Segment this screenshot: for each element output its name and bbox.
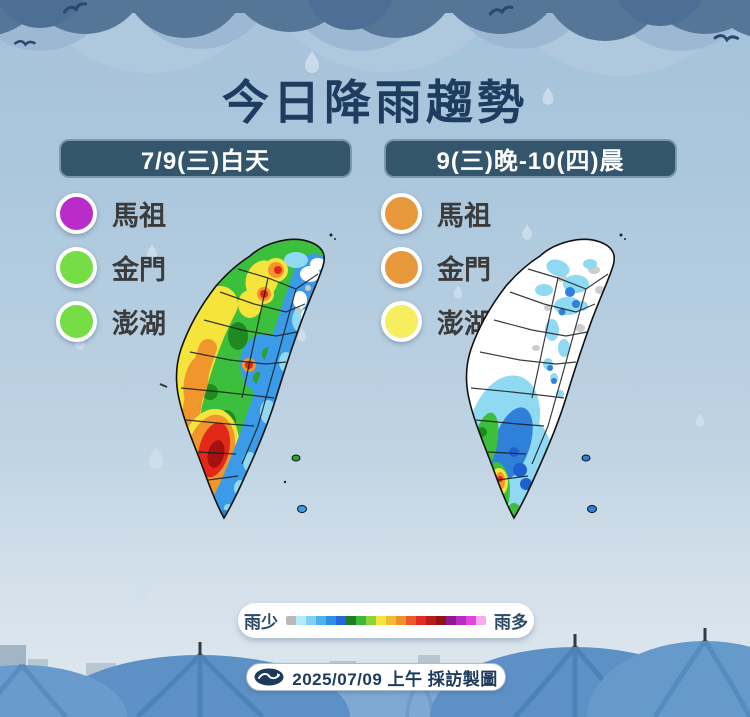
- scale-color-segment: [316, 616, 326, 625]
- weather-agency-logo-icon: [254, 668, 284, 686]
- legend-item-matsu: 馬祖: [381, 192, 491, 234]
- page-title: 今日降雨趨勢: [222, 76, 528, 129]
- rain-level-circle: [381, 246, 422, 288]
- scale-color-segment: [456, 616, 466, 625]
- legend-day: 馬祖 金門 澎湖: [56, 192, 166, 342]
- rain-level-circle: [56, 192, 97, 234]
- scale-color-segment: [416, 616, 426, 625]
- bird-icon: [713, 34, 740, 43]
- rain-intensity-scale: 雨少 雨多: [238, 603, 534, 638]
- scale-color-segment: [376, 616, 386, 625]
- scale-color-segment: [336, 616, 346, 625]
- rain-level-circle: [56, 246, 97, 288]
- panel-header-day: 7/9(三)白天: [59, 139, 352, 178]
- credit-badge: 2025/07/09 上午 採訪製圖: [246, 663, 506, 691]
- legend-item-penghu: 澎湖: [56, 300, 166, 342]
- county-boundaries: [180, 268, 319, 481]
- scale-color-segment: [436, 616, 446, 625]
- scale-color-segment: [306, 616, 316, 625]
- rain-level-circle: [381, 300, 422, 342]
- scale-color-segment: [386, 616, 396, 625]
- offshore-islands: [581, 233, 626, 513]
- bird-icon: [488, 5, 514, 16]
- umbrella-icon: [0, 663, 127, 717]
- legend-item-kinmen: 金門: [381, 246, 491, 288]
- scale-color-segment: [406, 616, 416, 625]
- scale-bar: [286, 616, 486, 625]
- scale-color-segment: [356, 616, 366, 625]
- legend-label: 金門: [437, 254, 491, 285]
- bird-icon: [63, 2, 88, 14]
- scale-color-segment: [366, 616, 376, 625]
- scale-color-segment: [446, 616, 456, 625]
- legend-label: 金門: [112, 254, 166, 285]
- cloud-dome-darkest: [0, 0, 702, 30]
- scale-color-segment: [326, 616, 336, 625]
- bird-icon: [14, 39, 36, 47]
- legend-label: 馬祖: [112, 200, 166, 231]
- legend-item-kinmen: 金門: [56, 246, 166, 288]
- scale-label-low: 雨少: [244, 613, 278, 632]
- taiwan-rain-map-day: [159, 233, 336, 519]
- rain-level-circle: [56, 300, 97, 342]
- county-boundaries: [470, 268, 609, 481]
- taiwan-rain-map-night: [465, 233, 626, 519]
- scale-color-segment: [296, 616, 306, 625]
- scale-color-segment: [346, 616, 356, 625]
- skyline-umbrella-decoration: [0, 628, 750, 717]
- legend-item-matsu: 馬祖: [56, 192, 166, 234]
- credit-text: 2025/07/09 上午 採訪製圖: [292, 669, 498, 689]
- scale-color-segment: [286, 616, 296, 625]
- rain-level-circle: [381, 192, 422, 234]
- legend-label: 馬祖: [437, 200, 491, 231]
- scale-color-segment: [466, 616, 476, 625]
- cloud-band-decoration: [0, 0, 750, 95]
- legend-label: 澎湖: [112, 308, 166, 339]
- scale-color-segment: [426, 616, 436, 625]
- panel-header-night: 9(三)晚-10(四)晨: [384, 139, 677, 178]
- umbrella-icon: [587, 628, 750, 717]
- scale-color-segment: [396, 616, 406, 625]
- scale-label-high: 雨多: [494, 613, 528, 632]
- offshore-islands: [159, 233, 336, 513]
- scale-color-segment: [476, 616, 486, 625]
